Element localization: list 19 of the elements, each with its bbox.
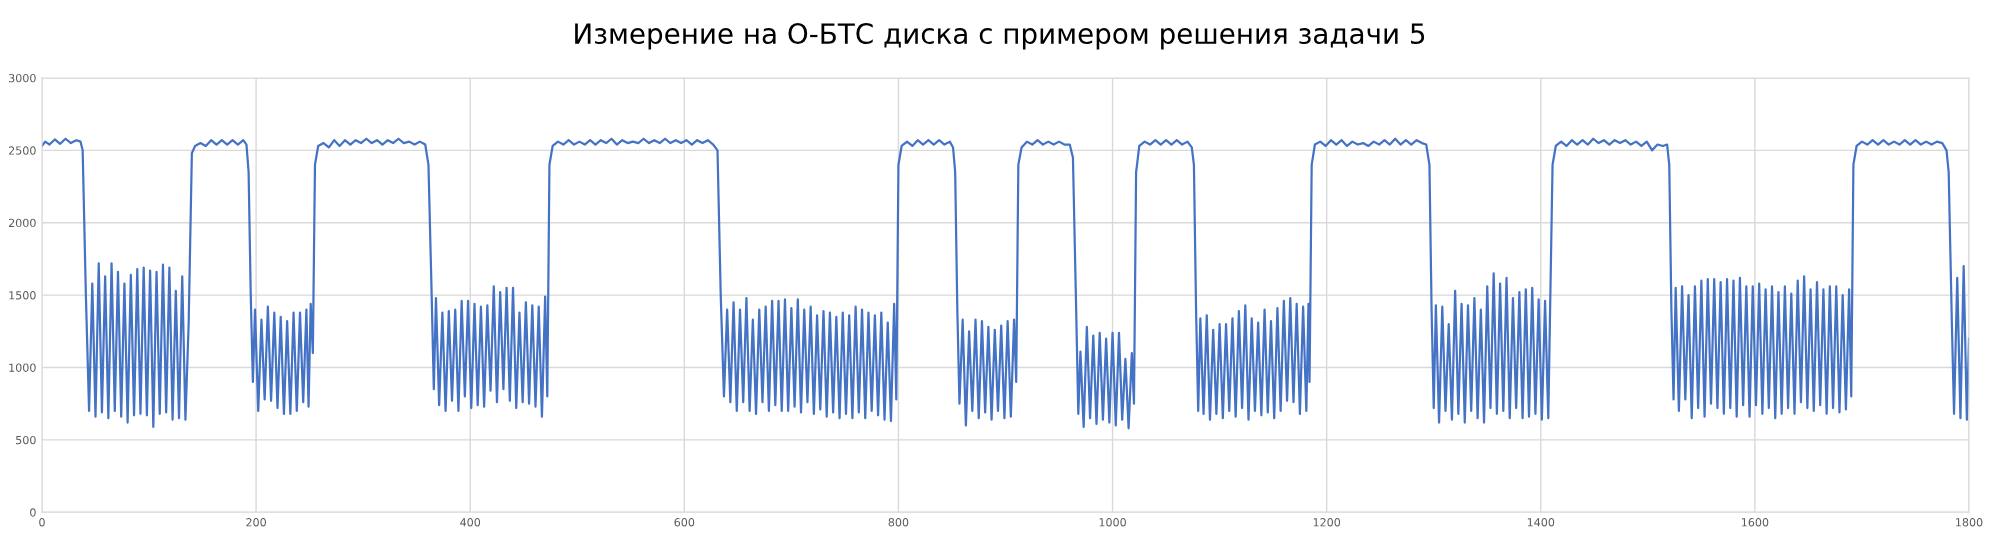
y-tick-label: 3000 xyxy=(8,73,36,83)
line-series xyxy=(41,137,1970,430)
x-tick-label: 0 xyxy=(39,518,45,527)
x-tick-label: 1600 xyxy=(1741,518,1769,527)
x-tick-label: 400 xyxy=(460,518,481,527)
x-tick-label: 200 xyxy=(246,518,266,527)
y-tick-label: 2000 xyxy=(8,218,36,228)
x-tick-label: 600 xyxy=(674,518,695,527)
x-tick-label: 1400 xyxy=(1527,518,1555,527)
x-tick-label: 1200 xyxy=(1313,518,1341,527)
y-tick-label: 2500 xyxy=(8,146,36,155)
x-tick-label: 1000 xyxy=(1099,518,1126,527)
x-tick-label: 1800 xyxy=(1956,518,1983,527)
y-tick-label: 500 xyxy=(16,435,36,445)
y-tick-label: 1000 xyxy=(9,363,36,372)
x-tick-label: 800 xyxy=(888,518,909,527)
chart-title: Измерение на О-БТС диска с примером решения задачи 5 xyxy=(575,23,1425,50)
y-tick-label: 0 xyxy=(30,508,36,517)
y-tick-label: 1500 xyxy=(9,291,36,300)
